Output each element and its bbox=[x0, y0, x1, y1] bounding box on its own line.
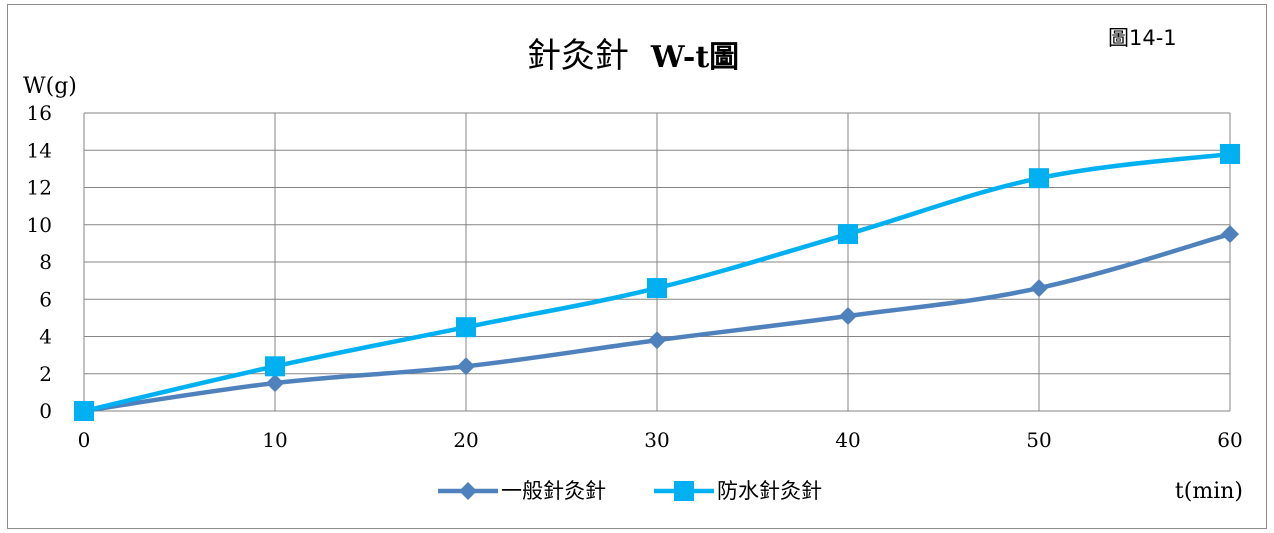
y-tick-label: 12 bbox=[27, 176, 52, 200]
data-point bbox=[1221, 225, 1239, 244]
y-tick-label: 16 bbox=[27, 101, 52, 125]
legend-item-2: 防水針灸針 bbox=[654, 479, 822, 503]
data-point bbox=[647, 278, 667, 299]
legend: 一般針灸針 防水針灸針 bbox=[438, 479, 822, 503]
chart-title: 針灸針 W-t圖 bbox=[527, 36, 739, 76]
y-tick-label: 4 bbox=[39, 325, 52, 349]
data-point bbox=[265, 356, 285, 377]
data-point bbox=[1029, 168, 1049, 189]
x-tick-label: 0 bbox=[78, 428, 91, 452]
y-tick-label: 6 bbox=[39, 287, 52, 311]
y-tick-labels: 0 2 4 6 8 10 12 14 16 bbox=[27, 101, 52, 423]
data-point bbox=[648, 331, 666, 350]
figure-label: 圖14-1 bbox=[1108, 26, 1177, 50]
line-chart: 0 2 4 6 8 10 12 14 16 0 10 20 30 40 50 60 針灸針 W-t圖 圖14-… bbox=[23, 26, 1243, 504]
y-tick-label: 8 bbox=[39, 250, 52, 274]
legend-marker bbox=[459, 482, 477, 500]
legend-marker bbox=[674, 481, 694, 501]
y-tick-label: 10 bbox=[27, 213, 52, 237]
x-axis-label: t(min) bbox=[1175, 479, 1243, 504]
x-tick-label: 50 bbox=[1026, 428, 1051, 452]
series-group bbox=[74, 143, 1240, 421]
x-tick-label: 20 bbox=[453, 428, 478, 452]
y-tick-label: 0 bbox=[39, 399, 52, 423]
data-point bbox=[1220, 143, 1240, 164]
x-tick-label: 30 bbox=[644, 428, 669, 452]
x-tick-label: 40 bbox=[835, 428, 860, 452]
data-point bbox=[457, 357, 475, 376]
legend-item-1: 一般針灸針 bbox=[438, 479, 606, 503]
legend-label: 一般針灸針 bbox=[501, 479, 606, 503]
series-2 bbox=[74, 143, 1240, 421]
y-axis-label: W(g) bbox=[23, 74, 77, 99]
x-tick-label: 10 bbox=[262, 428, 287, 452]
data-point bbox=[74, 401, 94, 421]
y-tick-label: 2 bbox=[39, 362, 52, 386]
data-point bbox=[1030, 279, 1048, 298]
data-point bbox=[266, 374, 284, 393]
grid-lines bbox=[83, 112, 1231, 412]
chart-frame: 0 2 4 6 8 10 12 14 16 0 10 20 30 40 50 60 針灸針 W-t圖 圖14-… bbox=[7, 4, 1267, 529]
chart-title-main: 針灸針 bbox=[527, 36, 629, 76]
data-point bbox=[838, 224, 858, 245]
x-tick-label: 60 bbox=[1217, 428, 1242, 452]
x-tick-labels: 0 10 20 30 40 50 60 bbox=[78, 428, 1243, 452]
data-point bbox=[456, 317, 476, 338]
y-tick-label: 14 bbox=[27, 138, 52, 162]
data-point bbox=[839, 307, 857, 326]
legend-label: 防水針灸針 bbox=[717, 479, 822, 503]
chart-title-suffix: W-t圖 bbox=[650, 40, 739, 75]
